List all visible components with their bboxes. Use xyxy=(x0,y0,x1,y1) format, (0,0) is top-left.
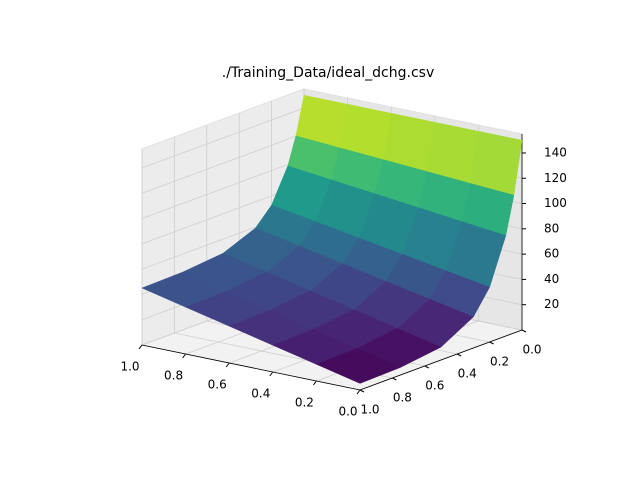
x-tick xyxy=(138,344,143,350)
z-tick-label: 80 xyxy=(544,221,559,235)
x-axis xyxy=(141,344,361,391)
x-tick-label: 0.2 xyxy=(295,396,314,410)
x-tick xyxy=(182,353,187,359)
grid-line xyxy=(141,132,305,194)
x-tick xyxy=(269,371,274,377)
z-tick-label: 120 xyxy=(544,171,567,185)
y-axis xyxy=(359,329,523,391)
grid-line xyxy=(141,158,305,219)
x-tick-label: 0.8 xyxy=(164,369,183,383)
y-tick xyxy=(424,365,430,369)
y-tick xyxy=(521,329,527,333)
x-tick xyxy=(312,380,317,386)
grid-line xyxy=(141,107,305,169)
z-tick-label: 40 xyxy=(544,272,559,286)
y-tick-label: 0.6 xyxy=(425,379,444,393)
y-tick xyxy=(489,341,494,345)
x-tick-label: 0.0 xyxy=(338,405,357,419)
x-tick-label: 0.6 xyxy=(208,378,227,392)
y-tick-label: 0.2 xyxy=(490,355,509,369)
y-tick xyxy=(456,353,462,357)
surface-cell xyxy=(315,348,402,384)
z-tick-label: 60 xyxy=(544,247,559,261)
x-tick-label: 1.0 xyxy=(120,360,139,374)
x-tick-label: 0.4 xyxy=(251,387,270,401)
z-tick-label: 100 xyxy=(544,196,567,210)
y-tick-label: 0.4 xyxy=(458,367,477,381)
z-tick-label: 20 xyxy=(544,297,559,311)
y-tick-label: 0.0 xyxy=(522,343,541,357)
y-tick xyxy=(392,377,397,381)
y-tick-label: 1.0 xyxy=(360,403,379,417)
x-tick xyxy=(356,389,361,395)
x-tick xyxy=(225,362,230,368)
chart-title: ./Training_Data/ideal_dchg.csv xyxy=(222,65,434,81)
z-tick-label: 140 xyxy=(544,145,567,159)
y-tick xyxy=(359,389,365,393)
y-tick-label: 0.8 xyxy=(393,391,412,405)
